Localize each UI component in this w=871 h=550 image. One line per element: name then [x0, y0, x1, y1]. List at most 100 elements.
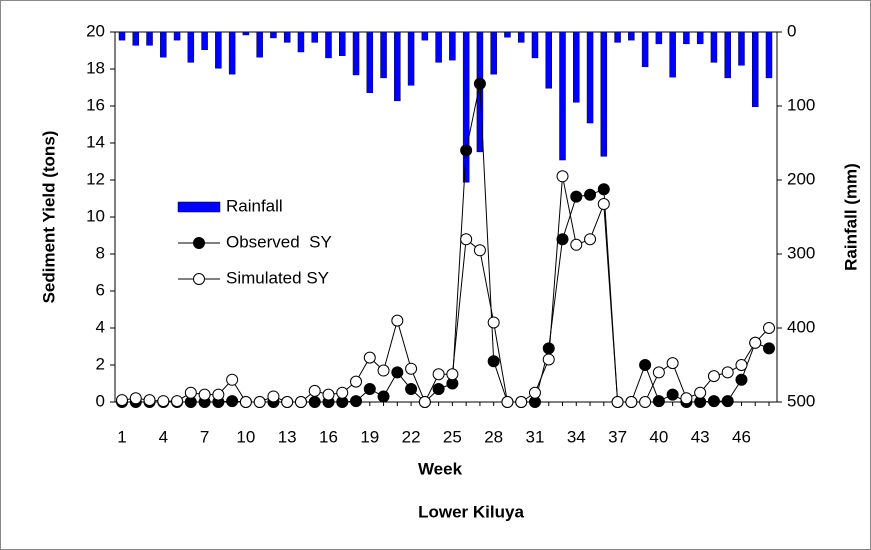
marker — [570, 190, 583, 203]
bar — [146, 31, 153, 46]
bar — [504, 31, 511, 38]
marker — [652, 366, 665, 379]
marker — [528, 386, 541, 399]
x-tick-label: 43 — [691, 427, 710, 446]
marker — [597, 183, 610, 196]
y2-tick-label: 100 — [787, 95, 815, 114]
marker — [666, 357, 679, 370]
bar — [517, 31, 525, 43]
marker — [226, 395, 239, 408]
bar — [407, 31, 415, 86]
legend-label: Observed SY — [226, 232, 332, 251]
bar — [462, 31, 470, 183]
marker — [432, 368, 445, 381]
bar — [311, 31, 318, 43]
y-tick-label: 8 — [96, 243, 105, 262]
marker — [652, 395, 665, 408]
marker — [350, 395, 363, 408]
marker — [418, 396, 431, 408]
marker — [763, 322, 775, 334]
bar — [669, 31, 676, 78]
bar — [559, 31, 566, 161]
marker — [542, 353, 555, 366]
marker — [487, 355, 500, 368]
y-tick-label: 4 — [96, 317, 105, 336]
marker — [322, 388, 335, 401]
marker — [198, 388, 211, 401]
marker — [377, 364, 390, 377]
bar — [435, 31, 442, 63]
marker — [570, 238, 583, 251]
x-tick-label: 22 — [402, 427, 421, 446]
y-tick-label: 0 — [96, 391, 105, 410]
marker — [735, 359, 748, 371]
marker — [308, 384, 321, 397]
bar — [242, 31, 250, 36]
marker — [473, 77, 486, 90]
marker — [473, 244, 486, 257]
marker — [721, 395, 734, 408]
bar — [352, 31, 360, 76]
marker — [391, 366, 404, 379]
bar — [339, 31, 346, 56]
marker — [749, 336, 762, 349]
y-tick-label: 6 — [96, 280, 105, 299]
bar — [160, 31, 167, 58]
bar — [228, 31, 236, 75]
marker — [501, 396, 514, 408]
marker — [639, 359, 652, 371]
marker — [556, 233, 569, 246]
bar — [297, 31, 305, 53]
marker — [432, 383, 445, 396]
bar — [132, 31, 140, 46]
bar — [366, 31, 374, 93]
y-tick-label: 16 — [86, 95, 105, 114]
y2-tick-label: 0 — [787, 21, 796, 40]
marker — [391, 314, 404, 327]
marker — [239, 396, 252, 408]
bar — [628, 31, 635, 41]
y-tick-label: 20 — [86, 21, 105, 40]
x-tick-label: 28 — [484, 427, 503, 446]
bar — [765, 31, 773, 79]
marker — [694, 386, 707, 399]
marker — [350, 375, 363, 388]
marker — [184, 386, 197, 399]
y-tick-label: 18 — [86, 58, 105, 77]
marker — [460, 233, 473, 246]
bar — [573, 31, 580, 103]
y2-axis-title: Rainfall (mm) — [841, 163, 860, 271]
marker — [377, 390, 390, 403]
marker — [639, 396, 652, 408]
bar — [724, 31, 731, 79]
marker — [735, 373, 748, 386]
y-axis-title: Sediment Yield (tons) — [39, 131, 58, 304]
y2-tick-label: 500 — [787, 391, 815, 410]
marker — [721, 366, 734, 379]
bar — [531, 31, 539, 59]
bar — [380, 31, 387, 79]
marker — [171, 395, 184, 408]
x-tick-label: 10 — [236, 427, 255, 446]
legend-label: Simulated SY — [226, 268, 329, 287]
bar — [696, 31, 704, 45]
marker — [405, 362, 418, 375]
bar — [490, 31, 497, 75]
bar — [394, 31, 401, 102]
x-tick-label: 19 — [360, 427, 379, 446]
marker — [267, 390, 280, 403]
legend-marker — [193, 273, 205, 285]
x-tick-label: 37 — [608, 427, 627, 446]
x-tick-label: 31 — [526, 427, 545, 446]
bar — [738, 31, 745, 66]
marker — [281, 396, 294, 408]
marker — [707, 370, 720, 383]
marker — [226, 373, 239, 386]
bar — [710, 31, 718, 63]
marker — [363, 383, 376, 396]
marker — [212, 388, 225, 401]
y-tick-label: 12 — [86, 169, 105, 188]
x-tick-label: 34 — [567, 427, 586, 446]
bar — [586, 31, 594, 124]
